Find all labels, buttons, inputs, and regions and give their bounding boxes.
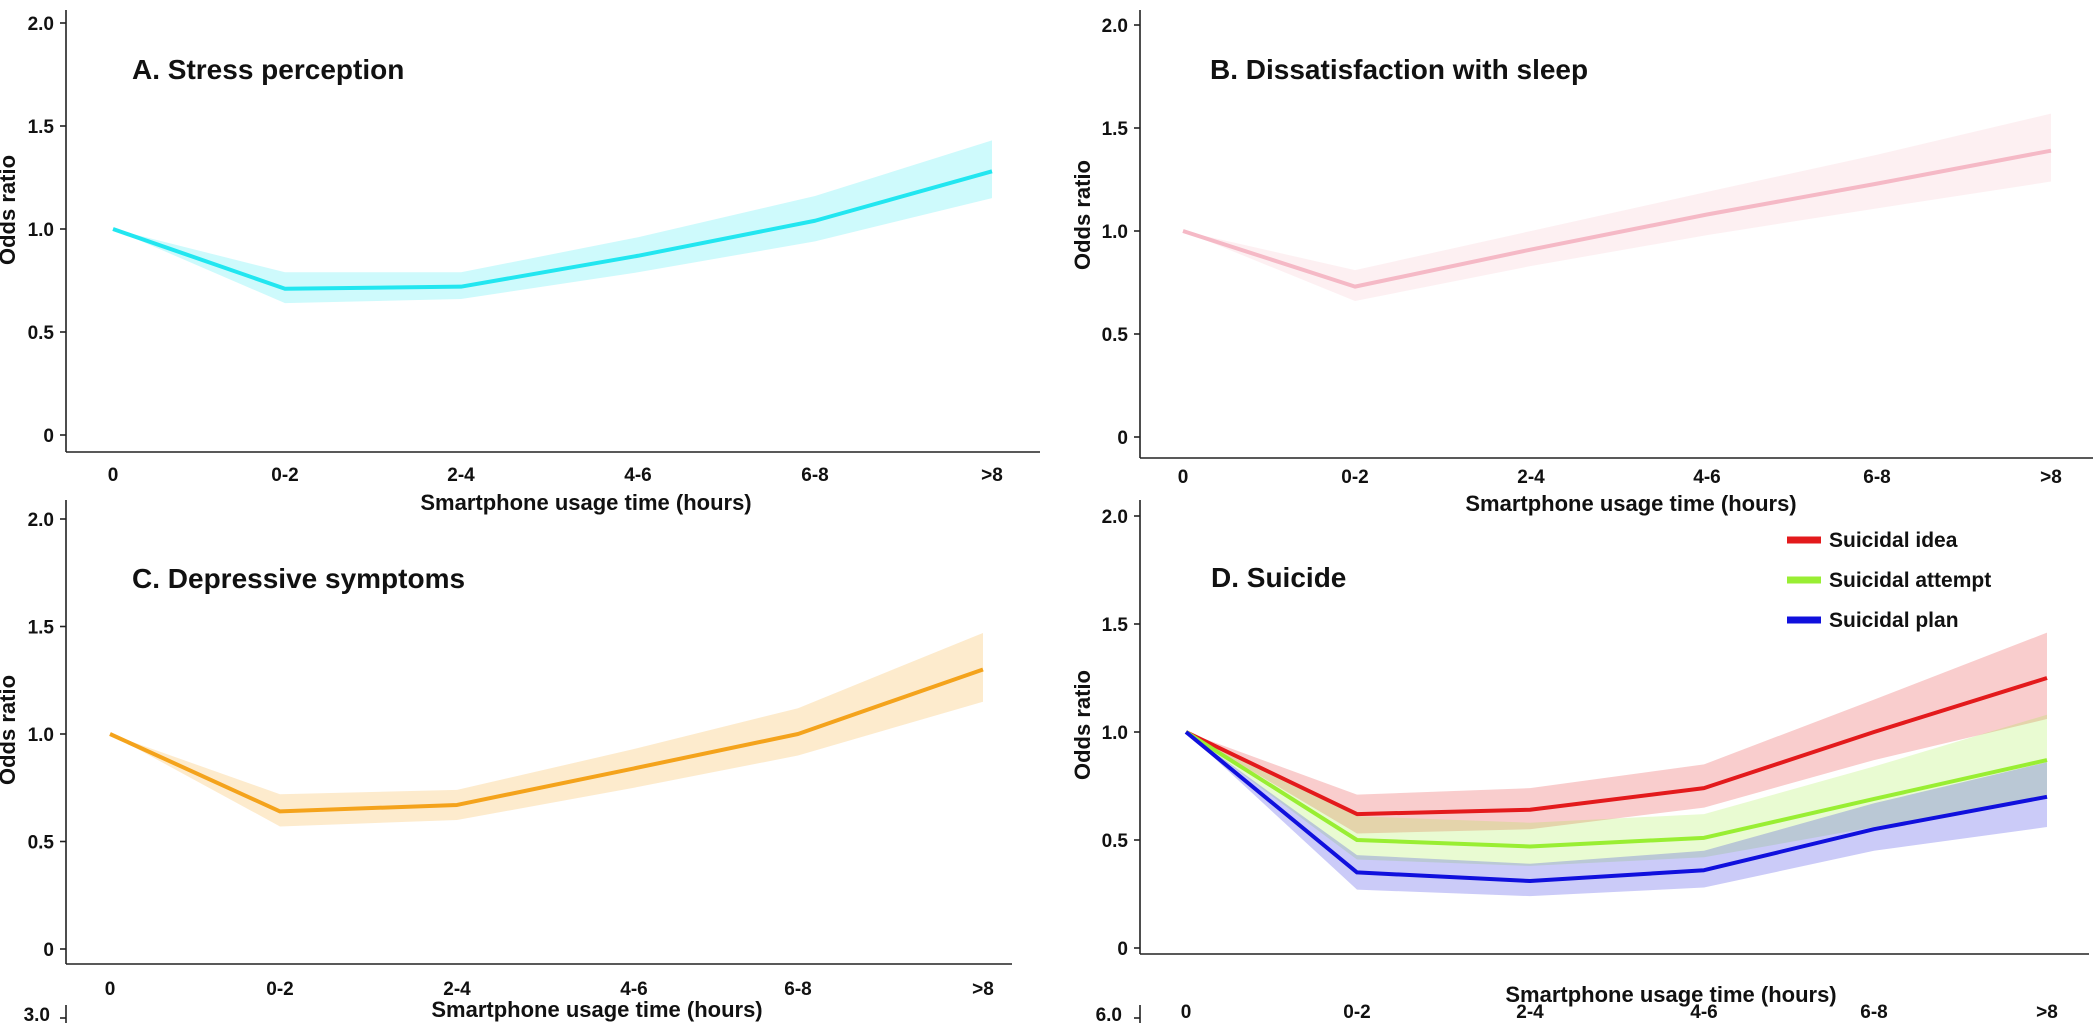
y-tick-label: 2.0 <box>1102 507 1128 528</box>
y-tick-label: 0.5 <box>28 323 55 344</box>
x-tick-label: 2-4 <box>1517 467 1545 488</box>
legend-label: Suicidal idea <box>1829 529 1958 552</box>
x-tick-label: 6-8 <box>1863 467 1890 488</box>
y-tick-label: 1.0 <box>1102 222 1128 243</box>
y-tick-label: 0 <box>1117 428 1128 449</box>
x-tick-label: 0 <box>108 465 119 486</box>
x-tick-label: 0-2 <box>266 979 293 1000</box>
confidence-band-0 <box>113 140 992 304</box>
series-line-0 <box>1182 148 2052 289</box>
legend-label: Suicidal plan <box>1829 609 1959 632</box>
y-axis-title: Odds ratio <box>0 675 20 785</box>
series-line-0 <box>1185 676 2048 817</box>
x-tick-label: 0 <box>1178 467 1189 488</box>
y-tick-label: 2.0 <box>1102 16 1128 37</box>
legend-label: Suicidal attempt <box>1829 569 1991 592</box>
y-tick-label: 1.0 <box>1102 723 1128 744</box>
y-tick-label: 1.5 <box>1102 615 1129 636</box>
panel-title: A. Stress perception <box>132 54 404 85</box>
y-tick-label: 1.5 <box>28 618 55 639</box>
panel-title: C. Depressive symptoms <box>132 563 465 594</box>
y-axis-title: Odds ratio <box>1070 160 1095 270</box>
y-tick-label: 3.0 <box>24 1005 50 1023</box>
chart-panel-d: 0 0.5 1.0 1.5 2.0 0 0-2 2-4 4-6 6-8 >8 Smartphone u… <box>1070 500 2089 1023</box>
x-tick-label: 0-2 <box>1341 467 1368 488</box>
y-axis-title: Odds ratio <box>0 155 20 265</box>
x-tick-label: 0 <box>105 979 116 1000</box>
y-tick-label: 0 <box>43 940 54 961</box>
confidence-band-0 <box>110 632 983 827</box>
chart-panel-e: 3.0 <box>24 1005 67 1023</box>
chart-panel-f: 6.0 <box>1096 1005 1141 1023</box>
series-line-0 <box>112 169 993 291</box>
y-tick-label: 0 <box>43 426 54 447</box>
y-tick-label: 2.0 <box>28 14 54 35</box>
series-line-0 <box>109 667 984 814</box>
confidence-band-1 <box>1186 714 2047 866</box>
y-tick-label: 1.0 <box>28 220 54 241</box>
x-tick-label: 2-4 <box>1516 1002 1544 1023</box>
x-tick-label: 4-6 <box>624 465 651 486</box>
y-tick-label: 1.0 <box>28 725 54 746</box>
x-tick-label: 6-8 <box>784 979 811 1000</box>
confidence-band-2 <box>1186 732 2047 897</box>
x-tick-label: 6-8 <box>801 465 828 486</box>
x-tick-label: 2-4 <box>447 465 475 486</box>
x-tick-label: 2-4 <box>443 979 471 1000</box>
chart-panel-c: 0 0.5 1.0 1.5 2.0 0 0-2 2-4 4-6 6-8 >8 Smartphone u… <box>0 500 1012 1022</box>
chart-panel-b: 0 0.5 1.0 1.5 2.0 0 0-2 2-4 4-6 6-8 >8 Smartphone u… <box>1070 10 2093 516</box>
y-tick-label: 0 <box>1117 939 1128 960</box>
y-tick-label: 6.0 <box>1096 1005 1122 1023</box>
x-tick-label: 4-6 <box>620 979 647 1000</box>
panel-title: D. Suicide <box>1211 562 1346 593</box>
x-tick-label: 6-8 <box>1860 1002 1887 1023</box>
x-axis-title: Smartphone usage time (hours) <box>1505 982 1836 1007</box>
y-tick-label: 0.5 <box>1102 831 1129 852</box>
y-tick-label: 0.5 <box>28 833 55 854</box>
x-axis-title: Smartphone usage time (hours) <box>1465 491 1796 516</box>
chart-panel-a: 0 0.5 1.0 1.5 2.0 0 0-2 2-4 4-6 6-8 >8 Smartphone u… <box>0 10 1040 515</box>
y-tick-label: 1.5 <box>1102 119 1129 140</box>
series-line-2 <box>1184 730 2048 884</box>
panel-title: B. Dissatisfaction with sleep <box>1210 54 1588 85</box>
y-tick-label: 0.5 <box>1102 325 1129 346</box>
y-tick-label: 1.5 <box>28 117 55 138</box>
x-tick-label: 0-2 <box>1343 1002 1370 1023</box>
x-axis-title: Smartphone usage time (hours) <box>420 490 751 515</box>
x-tick-label: >8 <box>981 465 1003 486</box>
x-tick-label: 4-6 <box>1693 467 1720 488</box>
x-tick-label: 0-2 <box>271 465 298 486</box>
y-tick-label: 2.0 <box>28 510 54 531</box>
x-tick-label: 0 <box>1181 1002 1192 1023</box>
x-tick-label: >8 <box>2036 1002 2058 1023</box>
x-tick-label: >8 <box>972 979 994 1000</box>
y-axis-title: Odds ratio <box>1070 670 1095 780</box>
x-tick-label: >8 <box>2040 467 2062 488</box>
confidence-band-0 <box>1183 113 2051 302</box>
x-tick-label: 4-6 <box>1690 1002 1717 1023</box>
series-line-1 <box>1184 730 2048 849</box>
x-axis-title: Smartphone usage time (hours) <box>431 997 762 1022</box>
